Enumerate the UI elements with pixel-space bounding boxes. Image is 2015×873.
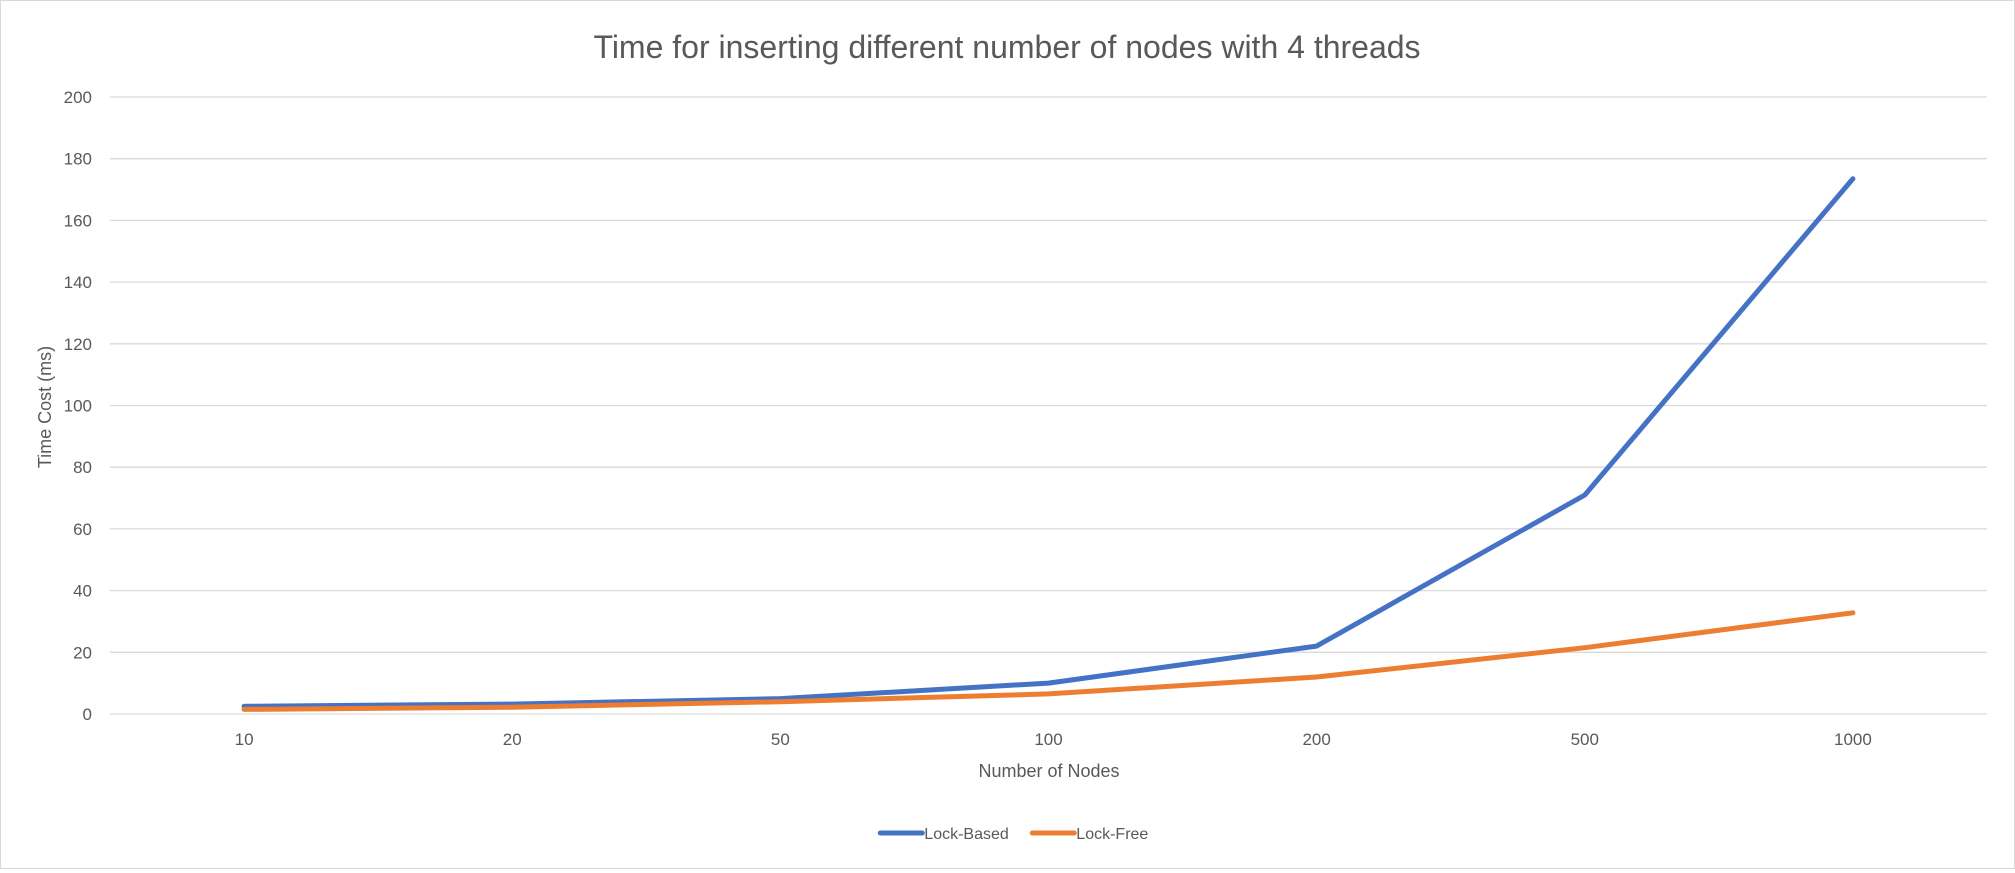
y-tick-label: 200 xyxy=(64,88,92,107)
legend-label-lock-based: Lock-Based xyxy=(924,826,1009,843)
x-tick-label: 10 xyxy=(235,730,254,749)
y-tick-label: 40 xyxy=(73,582,92,601)
legend-label-lock-free: Lock-Free xyxy=(1076,826,1148,843)
chart-title: Time for inserting different number of n… xyxy=(593,29,1420,65)
legend: Lock-Based Lock-Free xyxy=(877,826,1148,843)
series-lines xyxy=(241,176,1856,712)
y-tick-label: 80 xyxy=(73,458,92,477)
x-tick-label: 20 xyxy=(503,730,522,749)
y-tick-label: 20 xyxy=(73,643,92,662)
y-tick-label: 120 xyxy=(64,335,92,354)
series-line-lock-based xyxy=(241,176,1856,709)
gridlines xyxy=(110,96,1987,715)
x-tick-label: 100 xyxy=(1034,730,1062,749)
x-tick-label: 500 xyxy=(1571,730,1599,749)
x-tick-label: 50 xyxy=(771,730,790,749)
y-tick-label: 140 xyxy=(64,273,92,292)
y-tick-label: 100 xyxy=(64,397,92,416)
series-line-lock-free xyxy=(241,610,1856,712)
y-tick-label: 180 xyxy=(64,150,92,169)
y-tick-label: 60 xyxy=(73,520,92,539)
x-tick-label: 1000 xyxy=(1834,730,1872,749)
y-tick-label: 160 xyxy=(64,211,92,230)
y-axis-tick-labels: 0 20 40 60 80 100 120 140 160 180 200 xyxy=(64,88,92,724)
y-axis-title: Time Cost (ms) xyxy=(35,346,55,468)
x-axis-title: Number of Nodes xyxy=(978,761,1119,781)
y-tick-label: 0 xyxy=(83,705,92,724)
x-axis-tick-labels: 10 20 50 100 200 500 1000 xyxy=(235,730,1872,749)
x-tick-label: 200 xyxy=(1302,730,1330,749)
